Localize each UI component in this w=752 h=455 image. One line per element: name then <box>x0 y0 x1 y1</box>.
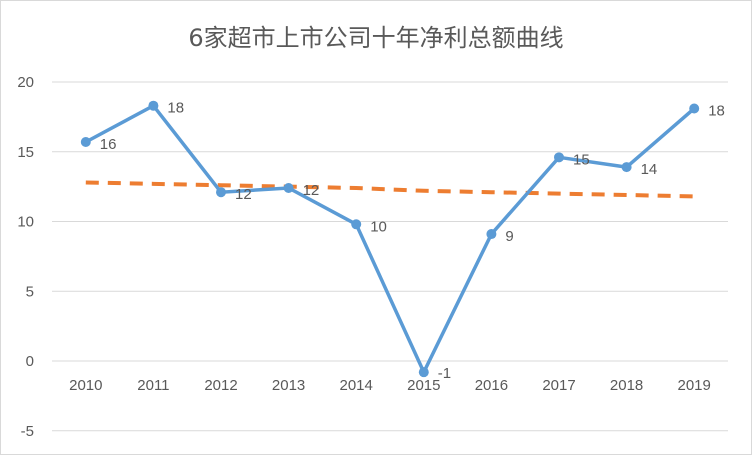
x-tick-label: 2015 <box>407 377 440 394</box>
data-point <box>486 229 497 240</box>
x-tick-label: 2017 <box>542 377 575 394</box>
chart-title: 6家超市上市公司十年净利总额曲线 <box>188 24 564 52</box>
x-tick-label: 2019 <box>678 377 711 394</box>
x-tick-label: 2016 <box>475 377 508 394</box>
y-tick-label: 5 <box>26 283 34 300</box>
data-label: -1 <box>438 365 451 382</box>
data-point <box>689 103 700 114</box>
y-tick-label: 20 <box>17 74 34 91</box>
data-point <box>283 183 294 194</box>
data-point <box>216 187 226 198</box>
data-point <box>351 219 362 230</box>
data-label: 9 <box>505 228 513 245</box>
x-tick-label: 2011 <box>137 377 169 394</box>
data-label: 12 <box>303 182 320 199</box>
y-tick-label: 15 <box>17 144 34 161</box>
x-tick-label: 2014 <box>340 377 373 394</box>
x-tick-label: 2013 <box>272 377 305 394</box>
data-point <box>554 152 564 163</box>
series-line <box>84 103 696 377</box>
trendline <box>85 180 695 199</box>
data-label: 15 <box>573 151 590 168</box>
x-tick-label: 2012 <box>204 377 237 394</box>
data-point <box>621 162 632 173</box>
data-point <box>418 367 429 378</box>
data-label: 18 <box>708 103 725 120</box>
data-point <box>80 136 91 147</box>
y-tick-label: 10 <box>17 214 34 231</box>
y-tick-label: 0 <box>26 353 34 370</box>
data-label: 14 <box>641 161 658 178</box>
data-label: 16 <box>100 136 117 153</box>
data-label: 12 <box>235 186 252 203</box>
data-label: 10 <box>370 218 387 235</box>
x-tick-label: 2018 <box>610 377 643 394</box>
data-point <box>148 100 159 111</box>
data-label: 18 <box>167 100 184 117</box>
x-tick-label: 2010 <box>69 377 102 394</box>
y-tick-label: -5 <box>21 423 34 440</box>
